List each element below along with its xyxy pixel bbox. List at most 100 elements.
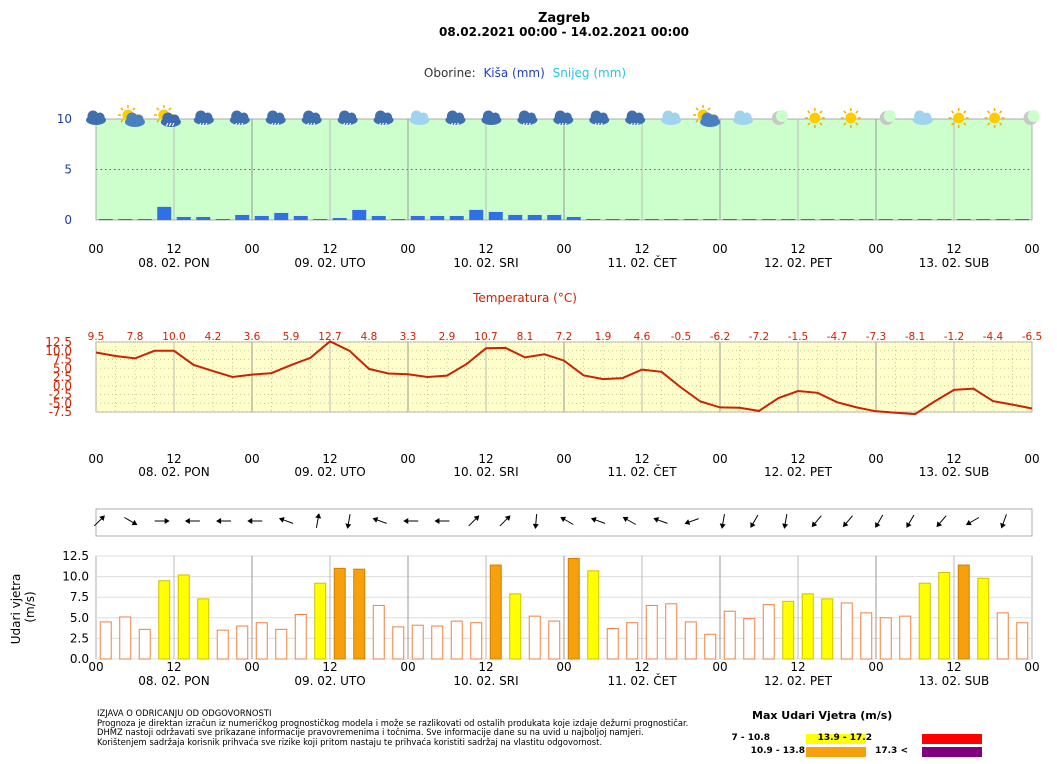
- wind-arrow-head: [875, 522, 881, 528]
- wind-arrows: [93, 513, 1007, 529]
- temp-value-label: -6.2: [710, 331, 731, 343]
- wind-arrow-head: [131, 519, 138, 526]
- wind-arrow: [906, 514, 915, 528]
- wind-arrow: [345, 514, 352, 529]
- rain-drop: [306, 122, 310, 127]
- hour-tick-label: 00: [556, 242, 571, 256]
- wind-gust-bar: [294, 614, 307, 660]
- wind-arrow: [750, 514, 759, 528]
- sun-ray: [843, 110, 847, 114]
- sun-ray: [156, 107, 160, 111]
- precip-bar: [293, 215, 308, 220]
- wind-arrow-head: [906, 522, 912, 528]
- wind-arrow-head: [345, 523, 352, 529]
- temp-value-label: -7.3: [866, 331, 887, 343]
- cloud-shape: [347, 112, 357, 122]
- hour-tick-label: 12: [322, 242, 337, 256]
- wind-arrow-head: [434, 518, 440, 524]
- rain-drop: [273, 122, 277, 127]
- hour-tick-label: 12: [634, 242, 649, 256]
- wind-arrow-head: [965, 519, 972, 526]
- sun-rain-icon: [153, 105, 181, 127]
- wind-direction-strip: [95, 508, 1033, 537]
- wind-gust-bar: [1016, 622, 1029, 660]
- temp-value-label: 1.9: [595, 331, 612, 343]
- hour-tick-label: 12: [946, 452, 961, 466]
- wind-arrow-head: [684, 519, 691, 525]
- precip-bar: [820, 218, 835, 220]
- precip-bar: [98, 218, 113, 220]
- precip-ytick-label: 10: [57, 112, 72, 126]
- wind-arrow: [590, 517, 606, 524]
- rain-icon: [301, 110, 322, 127]
- rain-drop: [456, 122, 459, 127]
- wind-arrow: [403, 518, 419, 524]
- wind-bars: [99, 557, 1029, 660]
- rain-icon: [373, 110, 394, 127]
- disclaimer-line-2: DHMZ nastoji održavati sve prikazane inf…: [97, 727, 644, 738]
- rain-drop: [342, 122, 346, 127]
- precip-bar: [352, 209, 367, 220]
- rain-drop: [600, 122, 603, 127]
- precip-bar: [898, 218, 913, 220]
- wind-arrow: [842, 515, 853, 528]
- wind-gust-bar: [606, 628, 619, 660]
- wind-gust-bar: [119, 616, 132, 660]
- wind-arrow-head: [532, 523, 539, 529]
- sun-ray: [807, 110, 811, 114]
- wind-gust-bar: [450, 620, 463, 660]
- hour-tick-label: 12: [634, 660, 649, 674]
- wind-arrow: [653, 517, 668, 524]
- rain-drop: [528, 122, 531, 127]
- temp-value-label: 2.9: [439, 331, 456, 343]
- cloud-shape: [562, 112, 572, 122]
- wind-arrow-head: [936, 521, 943, 528]
- precip-bar: [976, 218, 991, 220]
- hour-tick-label: 12: [790, 452, 805, 466]
- legend-label-red: 13.9 - 17.2: [817, 733, 872, 743]
- sun-icon: [984, 108, 1005, 128]
- wind-gust-bar: [216, 629, 229, 660]
- rain-drop: [633, 122, 636, 127]
- sun-ray: [963, 110, 967, 114]
- moon-icon: [1023, 110, 1040, 125]
- wind-arrow-head: [184, 518, 190, 524]
- wind-arrow-head: [216, 518, 222, 524]
- wind-gust-bar: [138, 628, 151, 660]
- cloud-shape: [914, 110, 926, 122]
- cloud-shape: [383, 112, 393, 122]
- precip-bar: [469, 209, 484, 220]
- cloud-icon: [661, 110, 682, 125]
- day-label: 10. 02. SRI: [453, 465, 518, 479]
- sun-ray: [120, 107, 124, 111]
- wind-gust-bar: [977, 577, 990, 660]
- precip-bar: [586, 218, 601, 220]
- wind-ytick-label: 10.0: [62, 570, 89, 584]
- cloud-shape: [526, 112, 536, 122]
- precip-bar: [508, 214, 523, 220]
- wind-gust-bar: [470, 622, 483, 660]
- wind-gust-bar: [665, 603, 678, 660]
- rain-drop: [204, 122, 208, 127]
- day-label: 10. 02. SRI: [453, 674, 518, 688]
- wind-arrow: [247, 518, 263, 524]
- temp-value-label: 3.3: [400, 331, 417, 343]
- rain-drop: [453, 122, 456, 127]
- hour-tick-label: 00: [712, 660, 727, 674]
- wind-gust-bar: [587, 570, 600, 660]
- temp-line: [95, 340, 1033, 416]
- rain-drop: [450, 122, 453, 127]
- wind-gust-bar: [314, 582, 327, 660]
- rain-icon: [445, 110, 466, 127]
- day-label: 13. 02. SUB: [919, 256, 989, 270]
- wind-gust-bar: [509, 593, 522, 660]
- wind-gust-bar: [879, 617, 892, 660]
- sun-ray: [707, 107, 711, 111]
- wind-gust-bar: [548, 620, 561, 660]
- wind-arrow: [532, 513, 539, 529]
- sun-disc: [953, 112, 965, 124]
- precip-bar: [664, 218, 679, 220]
- temp-value-label: 10.0: [162, 331, 185, 343]
- wind-arrow: [560, 516, 574, 525]
- rain-drop: [636, 122, 639, 127]
